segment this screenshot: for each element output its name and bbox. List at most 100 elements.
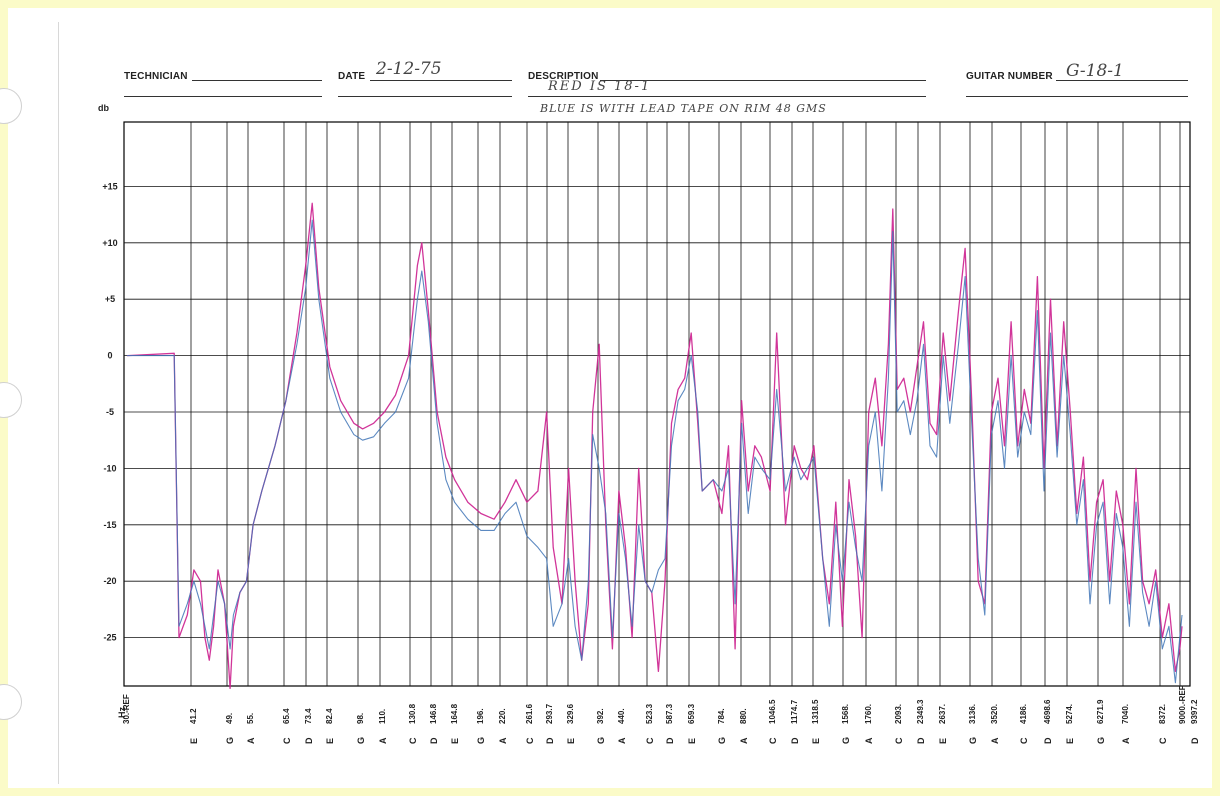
x-tick-note-label: E [938, 738, 948, 744]
x-tick-note-label: D [429, 737, 439, 744]
x-tick-frequency-label: 8372. [1158, 704, 1167, 724]
guitar-number-value: G-18-1 [1066, 61, 1124, 81]
x-tick-note-label: G [356, 737, 366, 744]
x-tick-frequency-label: 41.2 [189, 708, 198, 724]
y-tick-label: +5 [105, 294, 115, 304]
x-tick-frequency-label: 3136. [968, 704, 977, 724]
x-tick-frequency-label: 1318.5 [811, 699, 820, 724]
guitar-number-rule-2 [966, 96, 1188, 97]
x-tick-frequency-label: 7040. [1121, 704, 1130, 724]
x-tick-frequency-label: 65.4 [282, 708, 291, 724]
x-tick-frequency-label: 220. [498, 708, 507, 724]
x-tick-frequency-label: 98. [356, 713, 365, 724]
x-tick-note-label: A [990, 737, 1000, 744]
y-tick-label: -20 [103, 576, 116, 586]
x-tick-note-label: A [1121, 737, 1131, 744]
x-tick-frequency-label: 196. [476, 708, 485, 724]
x-tick-frequency-label: 4186. [1019, 704, 1028, 724]
technician-label: TECHNICIAN [124, 71, 188, 82]
x-tick-frequency-label: 49. [225, 713, 234, 724]
x-tick-frequency-label: 6271.9 [1096, 699, 1105, 724]
description-label: DESCRIPTION [528, 71, 599, 82]
x-tick-note-label: E [1065, 738, 1075, 744]
description-rule [600, 80, 926, 81]
x-tick-frequency-label: 2637. [938, 704, 947, 724]
x-tick-frequency-label: 784. [717, 708, 726, 724]
x-tick-note-label: D [1043, 737, 1053, 744]
x-tick-note-label: G [476, 737, 486, 744]
x-tick-note-label: C [894, 737, 904, 744]
x-tick-note-label: C [525, 737, 535, 744]
x-tick-frequency-label: 587.3 [665, 703, 674, 724]
x-tick-frequency-label: 164.8 [450, 703, 459, 724]
red-trace-line [127, 202, 1183, 690]
x-tick-frequency-label: 2093. [894, 704, 903, 724]
x-tick-note-label: C [768, 737, 778, 744]
x-tick-note-label: G [1096, 737, 1106, 744]
x-tick-note-label: D [1190, 737, 1200, 744]
y-tick-label: +10 [102, 238, 117, 248]
binder-margin-line [58, 22, 59, 784]
x-tick-note-label: A [246, 737, 256, 744]
x-tick-frequency-label: 3520. [990, 704, 999, 724]
x-tick-frequency-label: 440. [617, 708, 626, 724]
x-tick-frequency-label: 329.6 [566, 703, 575, 724]
x-tick-note-label: E [566, 738, 576, 744]
x-tick-note-label: E [325, 738, 335, 744]
description-line-2: BLUE IS WITH LEAD TAPE ON RIM 48 GMS [540, 102, 827, 115]
x-tick-frequency-label: 9000.-REF [1178, 685, 1187, 724]
date-value: 2-12-75 [376, 59, 442, 79]
x-tick-frequency-label: 2349.3 [916, 699, 925, 724]
x-tick-note-label: G [717, 737, 727, 744]
x-tick-note-label: A [739, 737, 749, 744]
x-tick-note-label: C [1019, 737, 1029, 744]
x-tick-frequency-label: 1568. [841, 704, 850, 724]
y-tick-label: 0 [107, 351, 112, 361]
y-tick-label: -10 [103, 463, 116, 473]
x-tick-note-label: G [841, 737, 851, 744]
x-tick-note-label: E [189, 738, 199, 744]
x-tick-frequency-label: 261.6 [525, 703, 534, 724]
x-tick-note-label: C [408, 737, 418, 744]
date-label: DATE [338, 71, 366, 82]
x-tick-note-label: C [645, 737, 655, 744]
x-tick-note-label: A [864, 737, 874, 744]
x-tick-note-label: D [304, 737, 314, 744]
x-tick-frequency-label: 82.4 [325, 708, 334, 724]
plot-frame [123, 121, 1191, 687]
x-tick-frequency-label: 5274. [1065, 704, 1074, 724]
x-tick-frequency-label: 1046.5 [768, 699, 777, 724]
x-tick-frequency-label: 1760. [864, 704, 873, 724]
x-tick-note-label: A [378, 737, 388, 744]
y-tick-label: -5 [106, 407, 114, 417]
y-tick-label: -15 [103, 520, 116, 530]
x-tick-frequency-label: 4698.6 [1043, 699, 1052, 724]
y-tick-label: +15 [102, 181, 117, 191]
x-tick-frequency-label: 1174.7 [790, 699, 799, 724]
date-rule [370, 80, 512, 81]
x-tick-note-label: G [225, 737, 235, 744]
x-tick-note-label: D [790, 737, 800, 744]
guitar-number-label: GUITAR NUMBER [966, 71, 1053, 82]
x-tick-note-label: D [665, 737, 675, 744]
x-tick-note-label: A [498, 737, 508, 744]
x-tick-frequency-label: 130.8 [408, 703, 417, 724]
x-tick-frequency-label: 880. [739, 708, 748, 724]
x-tick-frequency-label: 73.4 [304, 708, 313, 724]
description-line-1: RED IS 18-1 [548, 79, 652, 94]
x-tick-note-label: E [811, 738, 821, 744]
y-tick-label: -25 [103, 633, 116, 643]
x-tick-frequency-label: 523.3 [645, 703, 654, 724]
x-tick-frequency-label: 293.7 [545, 703, 554, 724]
technician-rule-2 [124, 96, 322, 97]
y-axis-label: db [98, 103, 109, 113]
x-tick-note-label: D [916, 737, 926, 744]
description-rule-2 [528, 96, 926, 97]
x-tick-frequency-label: 659.3 [687, 703, 696, 724]
blue-trace-line [127, 219, 1183, 684]
x-tick-note-label: E [687, 738, 697, 744]
x-tick-note-label: C [1158, 737, 1168, 744]
x-tick-frequency-label: 392. [596, 708, 605, 724]
x-tick-frequency-label: 55. [246, 713, 255, 724]
